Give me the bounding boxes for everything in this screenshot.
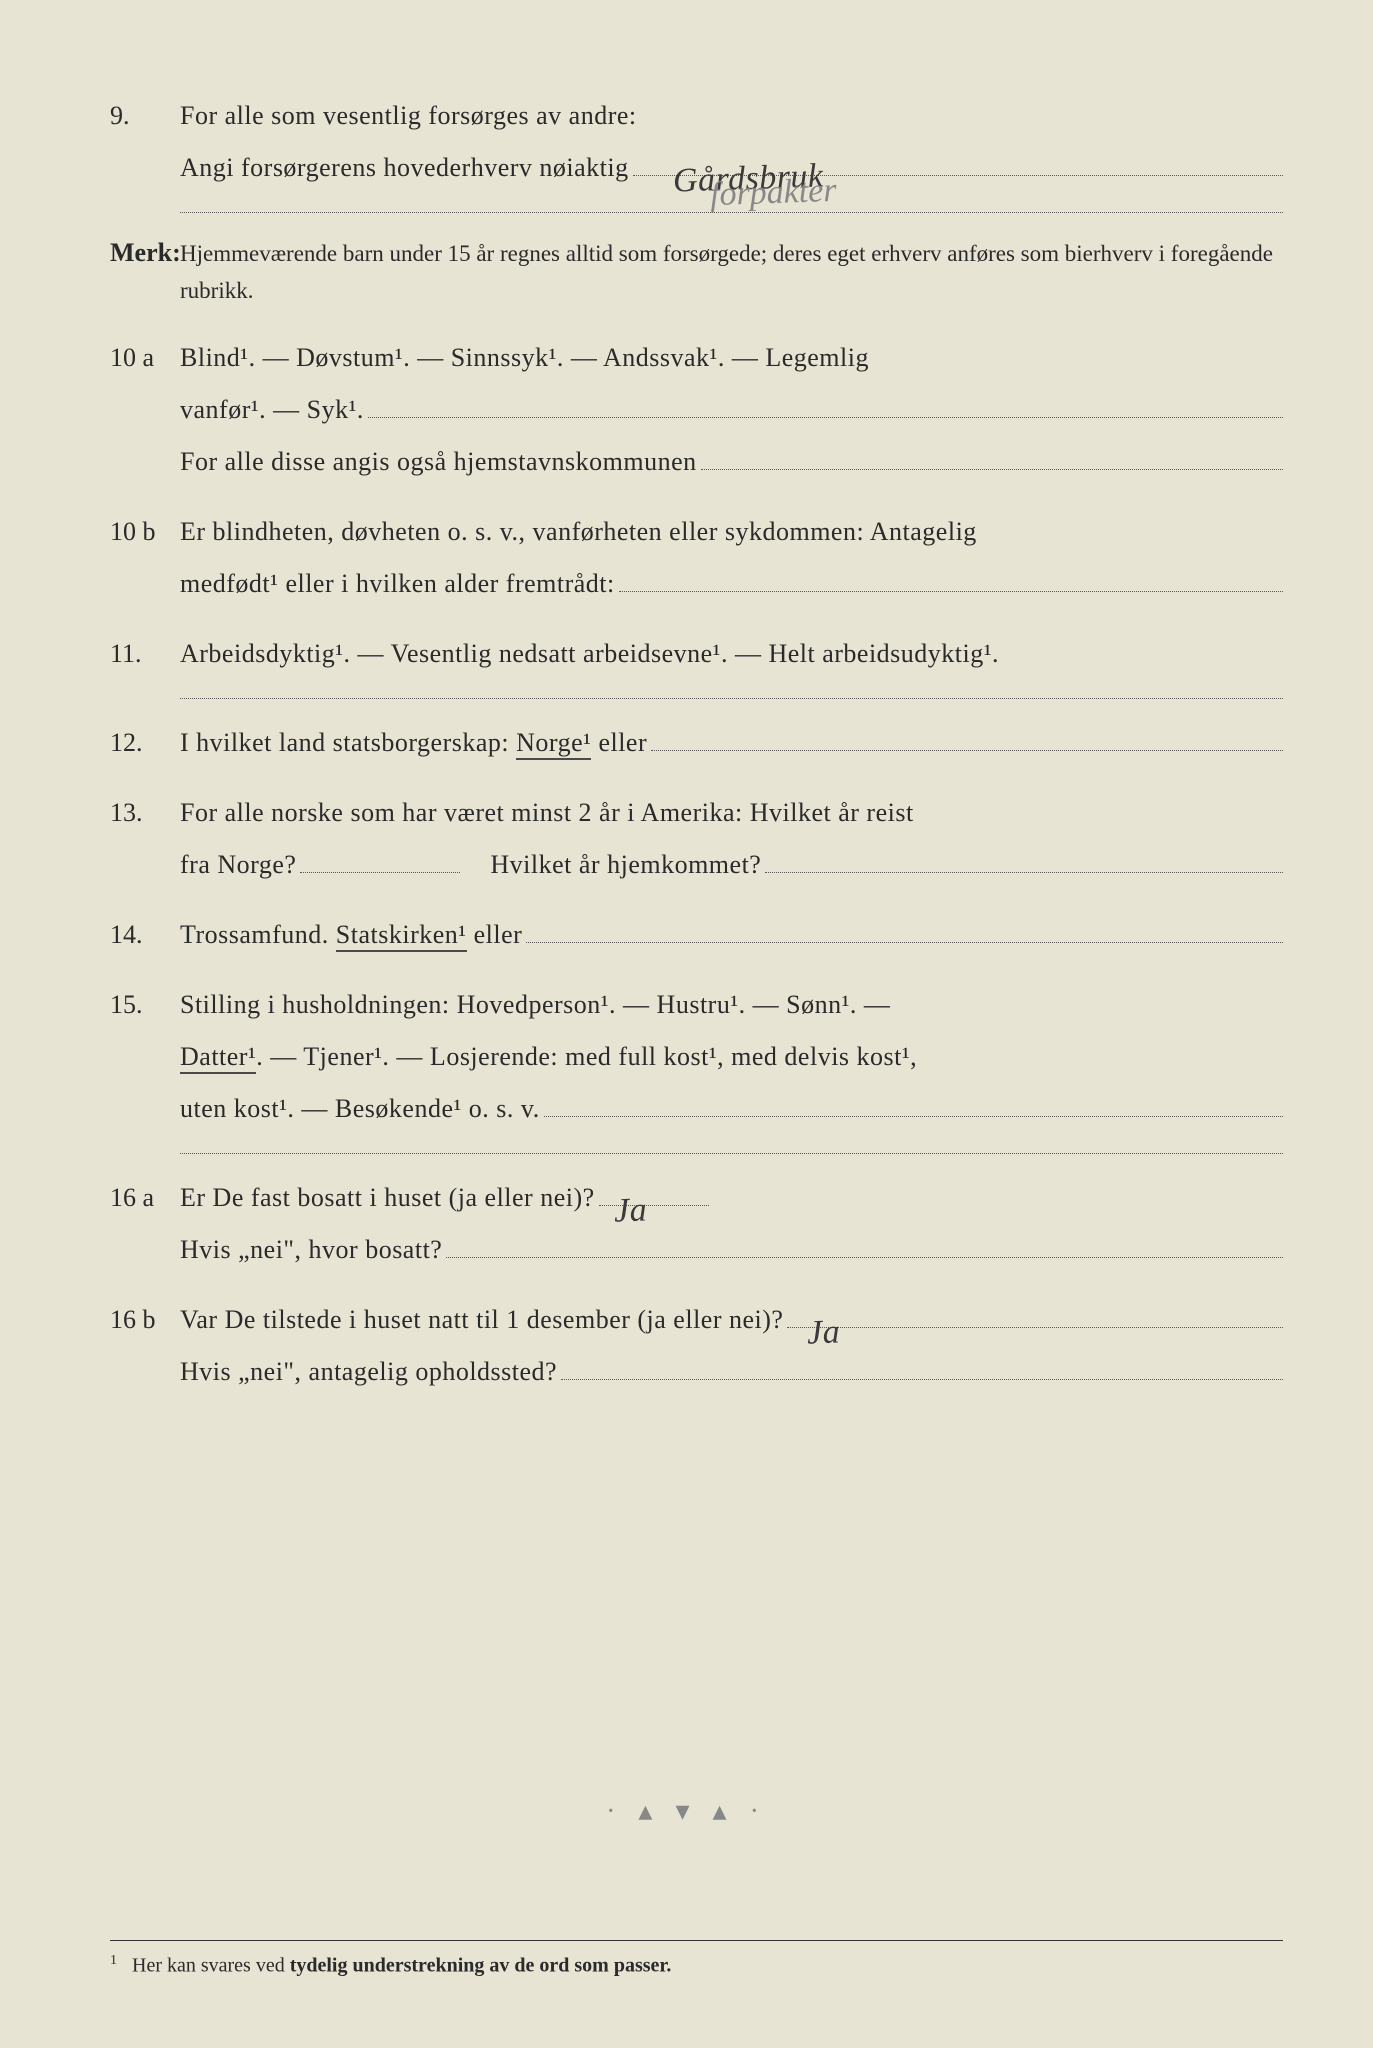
fill-line: Ja	[599, 1205, 709, 1206]
question-16b: 16 b Var De tilstede i huset natt til 1 …	[110, 1294, 1283, 1398]
question-10b: 10 b Er blindheten, døvheten o. s. v., v…	[110, 506, 1283, 610]
q13-line1: For alle norske som har været minst 2 år…	[180, 787, 1283, 839]
question-13: 13. For alle norske som har været minst …	[110, 787, 1283, 891]
q13-line2a: fra Norge?	[180, 839, 296, 891]
fill-line	[561, 1379, 1283, 1380]
q12-post: eller	[591, 728, 647, 757]
merk-note: Merk: Hjemmeværende barn under 15 år reg…	[110, 231, 1283, 310]
question-12: 12. I hvilket land statsborgerskap: Norg…	[110, 717, 1283, 769]
question-number: 15.	[110, 983, 180, 1027]
q16a-line1: Er De fast bosatt i huset (ja eller nei)…	[180, 1172, 595, 1224]
question-15: 15. Stilling i husholdningen: Hovedperso…	[110, 979, 1283, 1135]
question-number: 11.	[110, 632, 180, 676]
fill-line	[765, 872, 1283, 873]
q15-line3: uten kost¹. — Besøkende¹ o. s. v.	[180, 1083, 540, 1135]
fill-line	[526, 942, 1283, 943]
question-number: 14.	[110, 913, 180, 957]
q16b-line1: Var De tilstede i huset natt til 1 desem…	[180, 1294, 783, 1346]
fill-line	[544, 1116, 1283, 1117]
fill-line: Ja	[787, 1327, 1283, 1328]
q14-pre: Trossamfund.	[180, 920, 336, 949]
q10a-line3: For alle disse angis også hjemstavnskomm…	[180, 436, 697, 488]
q14-underlined: Statskirken¹	[336, 920, 467, 952]
smudge-mark: · ▴ ▾ ▴ ·	[606, 1794, 767, 1828]
q15-line1: Stilling i husholdningen: Hovedperson¹. …	[180, 979, 1283, 1031]
fill-line-full	[180, 1153, 1283, 1154]
question-number: 10 b	[110, 510, 180, 554]
fill-line	[651, 750, 1283, 751]
q10a-line1: Blind¹. — Døvstum¹. — Sinnssyk¹. — Andss…	[180, 332, 1283, 384]
q15-line2-rest: . — Tjener¹. — Losjerende: med full kost…	[256, 1042, 917, 1071]
handwritten-answer: forpakter	[709, 172, 837, 214]
question-number: 13.	[110, 791, 180, 835]
q12-underlined: Norge¹	[516, 728, 591, 760]
handwritten-answer: Ja	[806, 1298, 841, 1367]
q14-post: eller	[467, 920, 523, 949]
question-14: 14. Trossamfund. Statskirken¹ eller	[110, 909, 1283, 961]
q9-line1: For alle som vesentlig forsørges av andr…	[180, 90, 1283, 142]
q13-line2b: Hvilket år hjemkommet?	[490, 839, 761, 891]
merk-label: Merk:	[110, 231, 180, 275]
footnote: 1 Her kan svares ved tydelig understrekn…	[110, 1940, 1283, 1978]
question-number: 12.	[110, 721, 180, 765]
question-number: 16 a	[110, 1176, 180, 1220]
fill-line	[300, 872, 460, 873]
fill-line	[619, 591, 1283, 592]
fill-line	[446, 1257, 1283, 1258]
q10b-line1: Er blindheten, døvheten o. s. v., vanfør…	[180, 506, 1283, 558]
handwritten-answer: Ja	[613, 1176, 648, 1245]
footnote-marker: 1	[110, 1953, 117, 1968]
question-10a: 10 a Blind¹. — Døvstum¹. — Sinnssyk¹. — …	[110, 332, 1283, 488]
q9-line2: Angi forsørgerens hovederhverv nøiaktig	[180, 142, 629, 194]
question-9: 9. For alle som vesentlig forsørges av a…	[110, 90, 1283, 194]
fill-line	[701, 469, 1283, 470]
question-number: 10 a	[110, 336, 180, 380]
fill-line	[368, 417, 1283, 418]
merk-text: Hjemmeværende barn under 15 år regnes al…	[180, 236, 1283, 310]
question-number: 16 b	[110, 1298, 180, 1342]
q12-pre: I hvilket land statsborgerskap:	[180, 728, 516, 757]
footnote-text: Her kan svares ved tydelig understreknin…	[132, 1955, 671, 1977]
q16a-line2: Hvis „nei", hvor bosatt?	[180, 1224, 442, 1276]
q10a-line2: vanfør¹. — Syk¹.	[180, 384, 364, 436]
q10b-line2: medfødt¹ eller i hvilken alder fremtrådt…	[180, 558, 615, 610]
question-11: 11. Arbeidsdyktig¹. — Vesentlig nedsatt …	[110, 628, 1283, 680]
question-number: 9.	[110, 94, 180, 138]
q11-text: Arbeidsdyktig¹. — Vesentlig nedsatt arbe…	[180, 628, 1283, 680]
q15-underlined: Datter¹	[180, 1042, 256, 1074]
question-16a: 16 a Er De fast bosatt i huset (ja eller…	[110, 1172, 1283, 1276]
q16b-line2: Hvis „nei", antagelig opholdssted?	[180, 1346, 557, 1398]
fill-line-full	[180, 698, 1283, 699]
